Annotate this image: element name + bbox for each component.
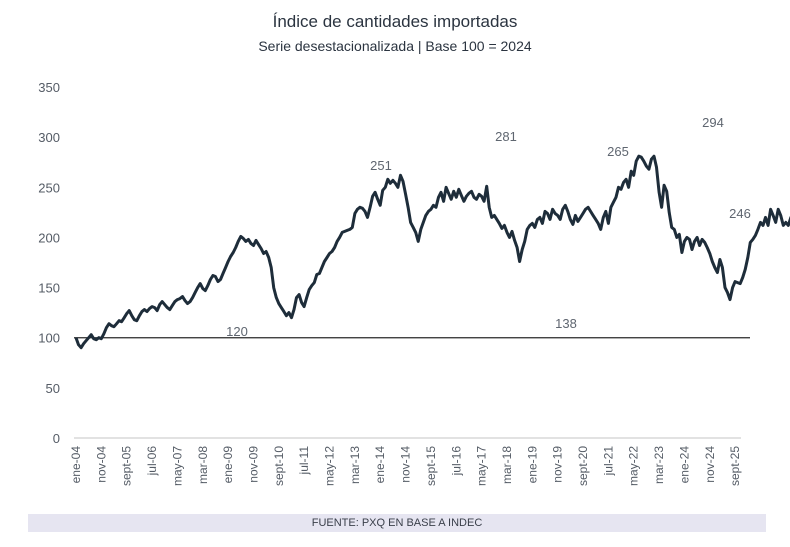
series-line [74, 154, 790, 350]
x-tick-label: ene-14 [373, 446, 387, 484]
data-labels: 120 251 281 138 265 294 246 [226, 115, 751, 339]
x-tick-label: may-22 [627, 446, 641, 486]
y-tick-label: 0 [53, 431, 60, 446]
x-tick-label: sept-10 [272, 446, 286, 486]
x-tick-label: nov-24 [703, 446, 717, 483]
source-footer: FUENTE: PXQ EN BASE A INDEC [28, 514, 766, 532]
x-tick-label: sept-15 [424, 446, 438, 486]
x-tick-label: jul-11 [297, 446, 311, 476]
y-tick-label: 50 [46, 381, 60, 396]
y-axis: 0 50 100 150 200 250 300 350 [38, 80, 60, 446]
x-tick-label: mar-13 [348, 446, 362, 484]
x-tick-label: may-17 [475, 446, 489, 486]
x-tick-label: mar-08 [196, 446, 210, 484]
x-axis: ene-04 nov-04 sept-05 jul-06 may-07 mar-08 ene… [69, 446, 742, 486]
y-tick-label: 100 [38, 331, 60, 346]
x-tick-label: ene-24 [677, 446, 691, 484]
x-tick-label: ene-04 [69, 446, 83, 484]
x-tick-label: may-07 [170, 446, 184, 486]
x-tick-label: jul-21 [601, 446, 615, 477]
y-tick-label: 350 [38, 80, 60, 95]
x-tick-label: jul-06 [145, 446, 159, 477]
data-label: 251 [370, 158, 392, 173]
x-tick-label: nov-04 [94, 446, 108, 483]
x-tick-label: sept-05 [120, 446, 134, 486]
x-tick-label: jul-16 [449, 446, 463, 477]
y-tick-label: 200 [38, 230, 60, 245]
x-tick-label: may-12 [323, 446, 337, 486]
chart-title: Índice de cantidades importadas [272, 12, 518, 31]
x-tick-label: mar-23 [652, 446, 666, 484]
data-label: 281 [495, 129, 517, 144]
x-tick-label: mar-18 [500, 446, 514, 484]
data-label: 294 [702, 115, 724, 130]
x-tick-label: ene-19 [525, 446, 539, 484]
data-label: 265 [607, 144, 629, 159]
y-tick-label: 300 [38, 130, 60, 145]
y-tick-label: 150 [38, 281, 60, 296]
data-label: 120 [226, 324, 248, 339]
chart-subtitle: Serie desestacionalizada | Base 100 = 20… [258, 38, 532, 54]
x-tick-label: nov-14 [399, 446, 413, 483]
x-tick-label: sept-25 [728, 446, 742, 486]
x-tick-label: ene-09 [221, 446, 235, 484]
x-tick-label: nov-19 [551, 446, 565, 483]
x-tick-label: sept-20 [576, 446, 590, 486]
y-tick-label: 250 [38, 180, 60, 195]
x-tick-label: nov-09 [247, 446, 261, 483]
line-chart: 0 50 100 150 200 250 300 350 ene-04 nov-04 sept-0… [38, 80, 790, 486]
data-label: 246 [729, 206, 751, 221]
data-label: 138 [555, 316, 577, 331]
